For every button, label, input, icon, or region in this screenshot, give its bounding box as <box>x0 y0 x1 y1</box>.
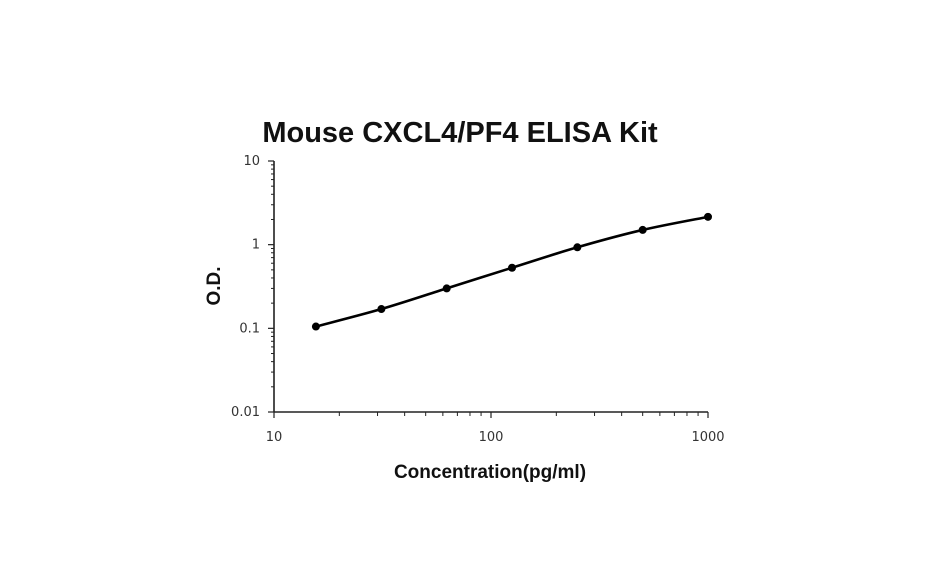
series <box>311 212 712 331</box>
data-point <box>442 284 451 293</box>
data-point <box>508 263 517 272</box>
y-tick-label: 0.01 <box>231 405 260 420</box>
y-axis-label: O.D. <box>204 266 225 305</box>
x-axis-label: Concentration(pg/ml) <box>394 462 586 483</box>
tick-labels: 0.01 0.1 1 10 10 100 1000 <box>231 154 725 445</box>
y-tick-label: 0.1 <box>239 321 260 336</box>
chart-title: Mouse CXCL4/PF4 ELISA Kit <box>262 117 658 149</box>
x-tick-label: 100 <box>479 430 504 445</box>
y-tick-label: 1 <box>252 238 260 253</box>
data-point <box>573 243 582 252</box>
data-point <box>704 212 712 221</box>
data-point <box>311 322 320 331</box>
x-tick-label: 10 <box>266 430 283 445</box>
data-point <box>638 225 647 234</box>
x-tick-label: 1000 <box>691 430 724 445</box>
y-tick-label: 10 <box>243 154 260 169</box>
data-point <box>377 305 386 314</box>
axes <box>273 161 708 413</box>
ticks <box>268 160 709 418</box>
